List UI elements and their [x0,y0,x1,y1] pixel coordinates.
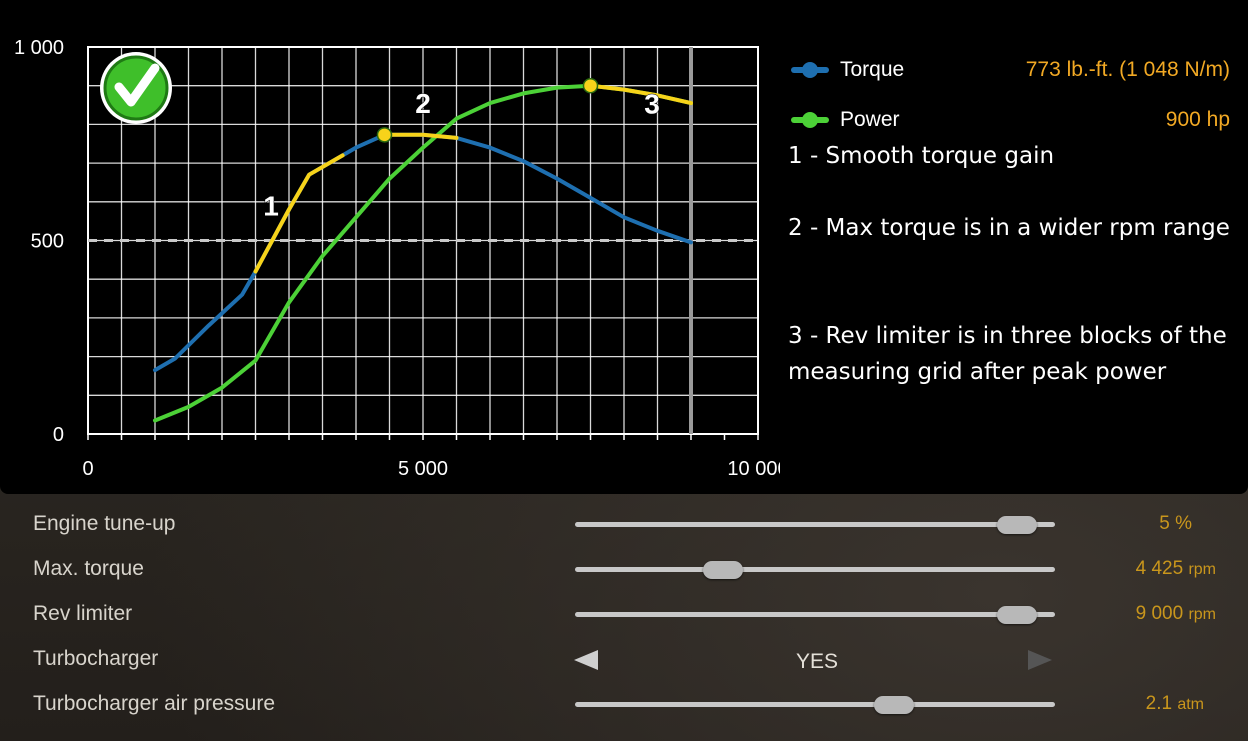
rev-limiter-value-number: 9 000 [1135,603,1184,624]
annotation-label-2: 2 [415,88,431,119]
chart-markers [376,77,599,143]
marker-peak-torque [376,127,393,143]
note-2: 2 - Max torque is in a wider rpm range [788,215,1230,241]
setting-label-rev-limiter: Rev limiter [33,602,133,625]
legend-item-torque: Torque 773 lb.-ft. (1 048 N/m) [790,54,1230,86]
highlight-segment-2 [382,132,459,140]
chart-grid [87,46,759,435]
chart-annotations: 1 2 3 [263,87,661,222]
max-torque-slider-track[interactable] [575,567,1055,572]
legend-label-torque: Torque [840,58,905,81]
note-3: 3 - Rev limiter is in three blocks of th… [788,323,1227,385]
torque-value: 773 lb.-ft. (1 048 N/m) [1025,58,1230,81]
setting-label-turbo-pressure: Turbocharger air pressure [33,692,275,715]
y-tick-label: 1 000 [14,37,64,59]
highlight-segment-1 [253,153,345,274]
turbocharger-next-arrow-icon[interactable] [1028,650,1052,670]
dyno-panel: 0 5 000 10 000 0 500 1 000 1 2 3 Torque 773 lb.… [0,0,1248,494]
rev-limiter-value-unit: rpm [1188,606,1216,623]
rev-limiter-slider-handle[interactable] [997,606,1038,624]
checkmark-badge-icon [100,52,172,124]
highlight-segment-3 [588,83,693,106]
annotation-label-3: 3 [644,89,660,120]
setting-label-engine-tune: Engine tune-up [33,512,176,535]
legend-label-power: Power [840,108,900,131]
x-tick-label: 5 000 [398,458,448,480]
rev-limiter-value: 9 000 rpm [1100,603,1216,625]
y-tick-label: 500 [31,231,64,253]
setting-label-max-torque: Max. torque [33,557,144,580]
max-torque-value-number: 4 425 [1135,558,1184,579]
x-tick-label: 0 [82,458,93,480]
max-torque-slider-handle[interactable] [702,561,743,579]
chart-tick-labels: 0 5 000 10 000 0 500 1 000 [14,37,780,480]
rev-limiter-slider-track[interactable] [575,612,1055,617]
marker-peak-power [582,77,599,94]
y-tick-label: 0 [53,424,64,446]
legend-item-power: Power 900 hp [790,104,1230,136]
turbocharger-prev-arrow-icon[interactable] [574,650,598,670]
engine-tune-slider-track[interactable] [575,522,1055,527]
turbo-pressure-slider-handle[interactable] [874,696,915,714]
turbo-pressure-value: 2.1 atm [1100,693,1204,715]
max-torque-value: 4 425 rpm [1100,558,1216,580]
legend-swatch-power [791,112,829,128]
legend-swatch-torque [791,62,829,78]
turbocharger-value: YES [796,650,839,673]
x-tick-label: 10 000 [727,458,780,480]
annotation-label-1: 1 [263,191,279,222]
max-torque-value-unit: rpm [1188,561,1216,578]
power-value: 900 hp [1165,108,1230,131]
chart-series [153,83,693,423]
engine-tune-value: 5 % [1159,513,1192,534]
engine-tune-slider-handle[interactable] [997,516,1038,534]
note-1: 1 - Smooth torque gain [788,143,1055,169]
turbo-pressure-slider-track[interactable] [575,702,1055,707]
turbo-pressure-value-number: 2.1 [1145,693,1173,714]
dyno-chart: 0 5 000 10 000 0 500 1 000 1 2 3 [14,37,780,480]
setting-label-turbocharger: Turbocharger [33,647,159,670]
turbo-pressure-value-unit: atm [1177,696,1204,713]
